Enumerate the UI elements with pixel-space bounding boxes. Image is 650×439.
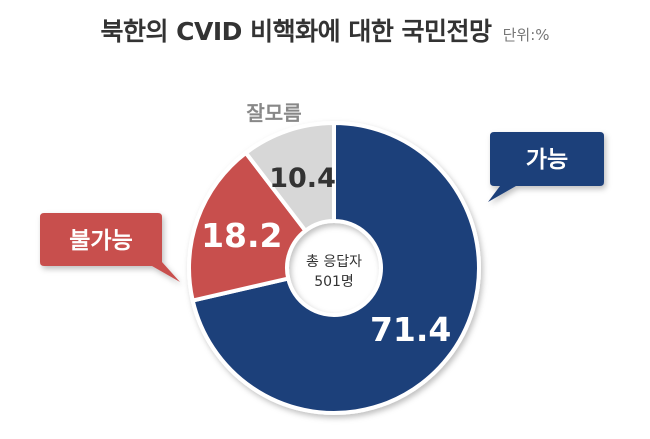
slice-possible bbox=[190, 120, 481, 415]
center-label-count: 501명 bbox=[314, 274, 354, 290]
slice-possible-value: 71.4 bbox=[370, 310, 451, 349]
center-label-respondents: 총 응답자 bbox=[306, 254, 362, 270]
legend-label-possible: 가능 bbox=[526, 147, 568, 173]
slice-impossible-value: 18.2 bbox=[201, 216, 282, 255]
chart-title-row: 북한의 CVID 비핵화에 대한 국민전망 단위:% bbox=[0, 12, 650, 48]
callout-impossible bbox=[40, 213, 180, 282]
callout-possible bbox=[488, 132, 604, 202]
legend-label-unsure: 잘모름 bbox=[246, 101, 301, 125]
chart-title: 북한의 CVID 비핵화에 대한 국민전망 bbox=[100, 17, 492, 46]
donut-slices bbox=[187, 120, 481, 415]
slice-unsure bbox=[243, 120, 336, 234]
legend-label-impossible: 불가능 bbox=[69, 228, 132, 254]
value-labels: 71.4 18.2 10.4 bbox=[201, 163, 451, 349]
unit-label: 단위:% bbox=[502, 26, 550, 44]
slice-unsure-value: 10.4 bbox=[269, 163, 336, 194]
center-label: 총 응답자 501명 bbox=[306, 254, 362, 290]
slice-impossible bbox=[187, 150, 309, 303]
